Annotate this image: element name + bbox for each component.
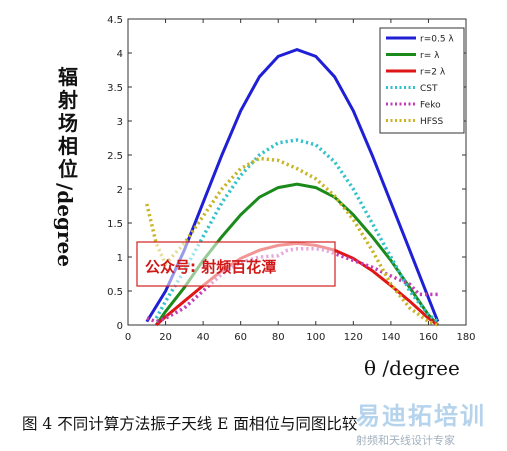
x-tick-label: 120 — [344, 332, 363, 343]
y-tick-label: 2.5 — [107, 151, 123, 162]
series-line-1 — [145, 48, 440, 323]
x-tick-label: 180 — [456, 332, 475, 343]
y-tick-label: 3.5 — [107, 83, 123, 94]
legend-label-4: CST — [420, 84, 438, 94]
y-tick-label: 0.5 — [107, 287, 123, 298]
y-tick-label: 1.5 — [107, 219, 123, 230]
y-tick-label: 4 — [117, 49, 123, 60]
series-line-6 — [145, 156, 439, 327]
legend-label-3: r=2 λ — [420, 68, 446, 78]
site-logo-watermark: 易迪拓培训 — [356, 402, 486, 430]
site-subtitle-watermark: 射频和天线设计专家 — [356, 434, 455, 447]
y-tick-label: 4.5 — [107, 15, 123, 26]
x-tick-label: 20 — [159, 332, 172, 343]
legend-label-5: Feko — [420, 101, 441, 111]
figure-caption: 图 4 不同计算方法振子天线 E 面相位与同图比较 — [22, 415, 358, 433]
x-tick-label: 40 — [197, 332, 210, 343]
x-tick-label: 80 — [272, 332, 285, 343]
watermark-text: 公众号: 射频百花潭 — [145, 258, 276, 276]
y-axis-label-cn: 辐射场相位 — [58, 65, 78, 181]
y-tick-label: 3 — [117, 117, 123, 128]
x-tick-label: 160 — [419, 332, 438, 343]
x-tick-label: 100 — [306, 332, 325, 343]
legend-label-1: r=0.5 λ — [420, 35, 454, 45]
legend-label-2: r= λ — [420, 51, 440, 61]
x-axis-label: θ /degree — [364, 356, 460, 380]
y-axis-label: 辐射场相位 /degree — [53, 65, 80, 267]
x-tick-label: 0 — [125, 332, 131, 343]
watermark-box — [136, 241, 336, 287]
y-tick-label: 0 — [117, 321, 123, 332]
x-tick-label: 140 — [381, 332, 400, 343]
series-line-4 — [154, 138, 439, 324]
legend-box — [379, 27, 465, 134]
x-tick-label: 60 — [234, 332, 247, 343]
y-tick-label: 2 — [117, 185, 123, 196]
y-tick-label: 1 — [117, 253, 123, 264]
legend-label-6: HFSS — [420, 117, 443, 127]
